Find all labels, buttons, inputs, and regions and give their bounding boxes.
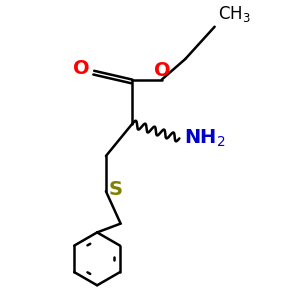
Text: O: O [154,61,171,80]
Text: CH$_3$: CH$_3$ [218,4,250,24]
Text: O: O [73,59,89,78]
Text: S: S [108,180,122,199]
Text: NH$_2$: NH$_2$ [184,128,225,149]
